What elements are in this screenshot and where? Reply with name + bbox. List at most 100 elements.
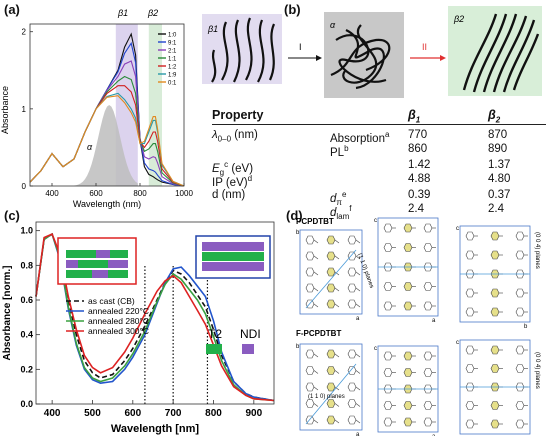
molecule-ring: [490, 288, 500, 298]
unit-cell: [299, 343, 363, 431]
panel-c-frame: [35, 221, 275, 405]
molecule-ring: [347, 382, 357, 392]
molecule-ring: [423, 417, 433, 427]
molecule-ring: [326, 366, 336, 375]
molecule-ring: [383, 243, 393, 252]
molecule-bond: [355, 303, 361, 308]
molecule-bond: [334, 386, 340, 391]
arrow-2-label: II: [422, 42, 427, 52]
measure-cell: dπe: [330, 190, 347, 208]
molecule-ring: [490, 231, 500, 241]
legend-label: 2:1: [168, 49, 177, 55]
molecule-ring: [326, 283, 336, 293]
molecule-bond: [355, 255, 361, 260]
molecule-ring: [490, 401, 500, 410]
molecule-ring: [423, 351, 433, 361]
x-tick-label: 1000: [175, 189, 193, 198]
molecule-bond: [334, 239, 340, 244]
legend-label: 1:1: [168, 57, 177, 63]
molecule-ring: [383, 351, 393, 361]
axis-label-b: c: [456, 340, 459, 346]
molecule-ring: [326, 349, 336, 359]
molecule-ring: [403, 282, 413, 291]
molecule-bond: [355, 403, 361, 407]
molecule-ring: [490, 307, 500, 317]
molecule-ring: [515, 250, 525, 260]
molecule-ring: [515, 231, 525, 241]
molecule-ring: [490, 419, 500, 429]
legend-label: 1:2: [168, 65, 177, 71]
molecule-bond: [334, 255, 340, 260]
plane-label-bottom: (1 1 0) planes: [308, 394, 345, 400]
alpha-phase-label: α: [330, 20, 336, 30]
legend-label: annealed 220°C: [88, 306, 149, 316]
beta2-value: 2.4: [488, 203, 504, 215]
arrow-2-head-icon: [440, 55, 446, 61]
inset-blue-stack: [202, 242, 264, 271]
x-tick-label: 500: [84, 408, 101, 419]
axis-label-a: a: [432, 318, 436, 324]
x-tick-label: 400: [44, 408, 61, 419]
panel-a-absorbance-chart: 400 600 800 1000 0 1 2 Absorbance Wavelength (…: [0, 8, 193, 209]
axis-label-b: b: [296, 230, 300, 236]
beta1-phase-label: β1: [207, 24, 218, 34]
molecule-bond: [313, 419, 319, 424]
molecule-ring: [347, 366, 357, 375]
molecule-ring: [326, 399, 336, 408]
table-row: λ0–0 (nm) Absorptiona 770 870: [212, 128, 546, 145]
molecule-ring: [515, 364, 525, 373]
legend-label: annealed 300°C: [88, 326, 149, 336]
legend-label: 1:0: [168, 33, 177, 39]
molecule-ring: [403, 401, 413, 410]
header-property: Property: [212, 108, 264, 122]
pcpdtbt-title: PCPDTBT: [296, 217, 334, 226]
molecule-bond: [355, 271, 361, 276]
header-beta2: β2: [488, 108, 501, 125]
axis-label-b: c: [456, 226, 459, 232]
panel-a-alpha-label: α: [87, 142, 93, 152]
molecule-ring: [465, 401, 475, 410]
molecule-ring: [305, 283, 315, 293]
panel-a-ylabel: Absorbance: [0, 86, 10, 134]
y-tick-label: 0.2: [20, 364, 33, 374]
molecule-ring: [347, 235, 357, 245]
molecule-ring: [423, 223, 433, 233]
molecule-ring: [403, 351, 413, 361]
beta1-value: 1.42: [408, 159, 431, 171]
molecule-bond: [313, 353, 319, 358]
molecule-ring: [383, 368, 393, 377]
panel-c-xlabel: Wavelength [nm]: [111, 423, 200, 435]
table-row: dlamf 2.4 2.4: [212, 202, 546, 221]
series-line-3: [35, 233, 275, 402]
plane-label-right-bottom: (0 0 4) planes: [534, 352, 540, 389]
molecule-ring: [465, 288, 475, 298]
molecule-ring: [305, 366, 315, 375]
panel-c-absorbance-chart: 400 500 600 700 800 900 0.0 0.2 0.4 0.6 0.8 1.0 Abs…: [2, 221, 275, 435]
axis-label-a: a: [356, 432, 360, 436]
beta2-value: 890: [488, 143, 508, 155]
molecule-ring: [383, 401, 393, 410]
molecule-ring: [383, 301, 393, 311]
molecule-ring: [465, 364, 475, 373]
plane-line: [305, 363, 357, 425]
y-tick-label: 0.8: [20, 260, 33, 270]
beta1-value: 2.4: [408, 203, 424, 215]
beta2-value: 1.37: [488, 159, 511, 171]
molecule-ring: [326, 267, 336, 277]
molecule-ring: [403, 223, 413, 233]
panel-c-ylabel: Absorbance [norm.]: [2, 265, 13, 360]
molecule-bond: [313, 303, 319, 308]
legend-label: 0:1: [168, 81, 177, 87]
legend-label: 1:9: [168, 73, 177, 79]
molecule-ring: [383, 417, 393, 427]
molecule-ring: [403, 301, 413, 311]
molecule-ring: [515, 307, 525, 317]
x-tick-label: 700: [165, 408, 182, 419]
molecule-ring: [326, 251, 336, 261]
panel-d-crystal-structures: PCPDTBT F-PCPDTBT abacbcabacbc (1 1 0) p…: [296, 217, 540, 436]
molecule-ring: [465, 250, 475, 260]
panel-letter-b: (b): [284, 2, 301, 17]
legend-label: as cast (CB): [88, 296, 135, 306]
molecule-ring: [423, 301, 433, 311]
